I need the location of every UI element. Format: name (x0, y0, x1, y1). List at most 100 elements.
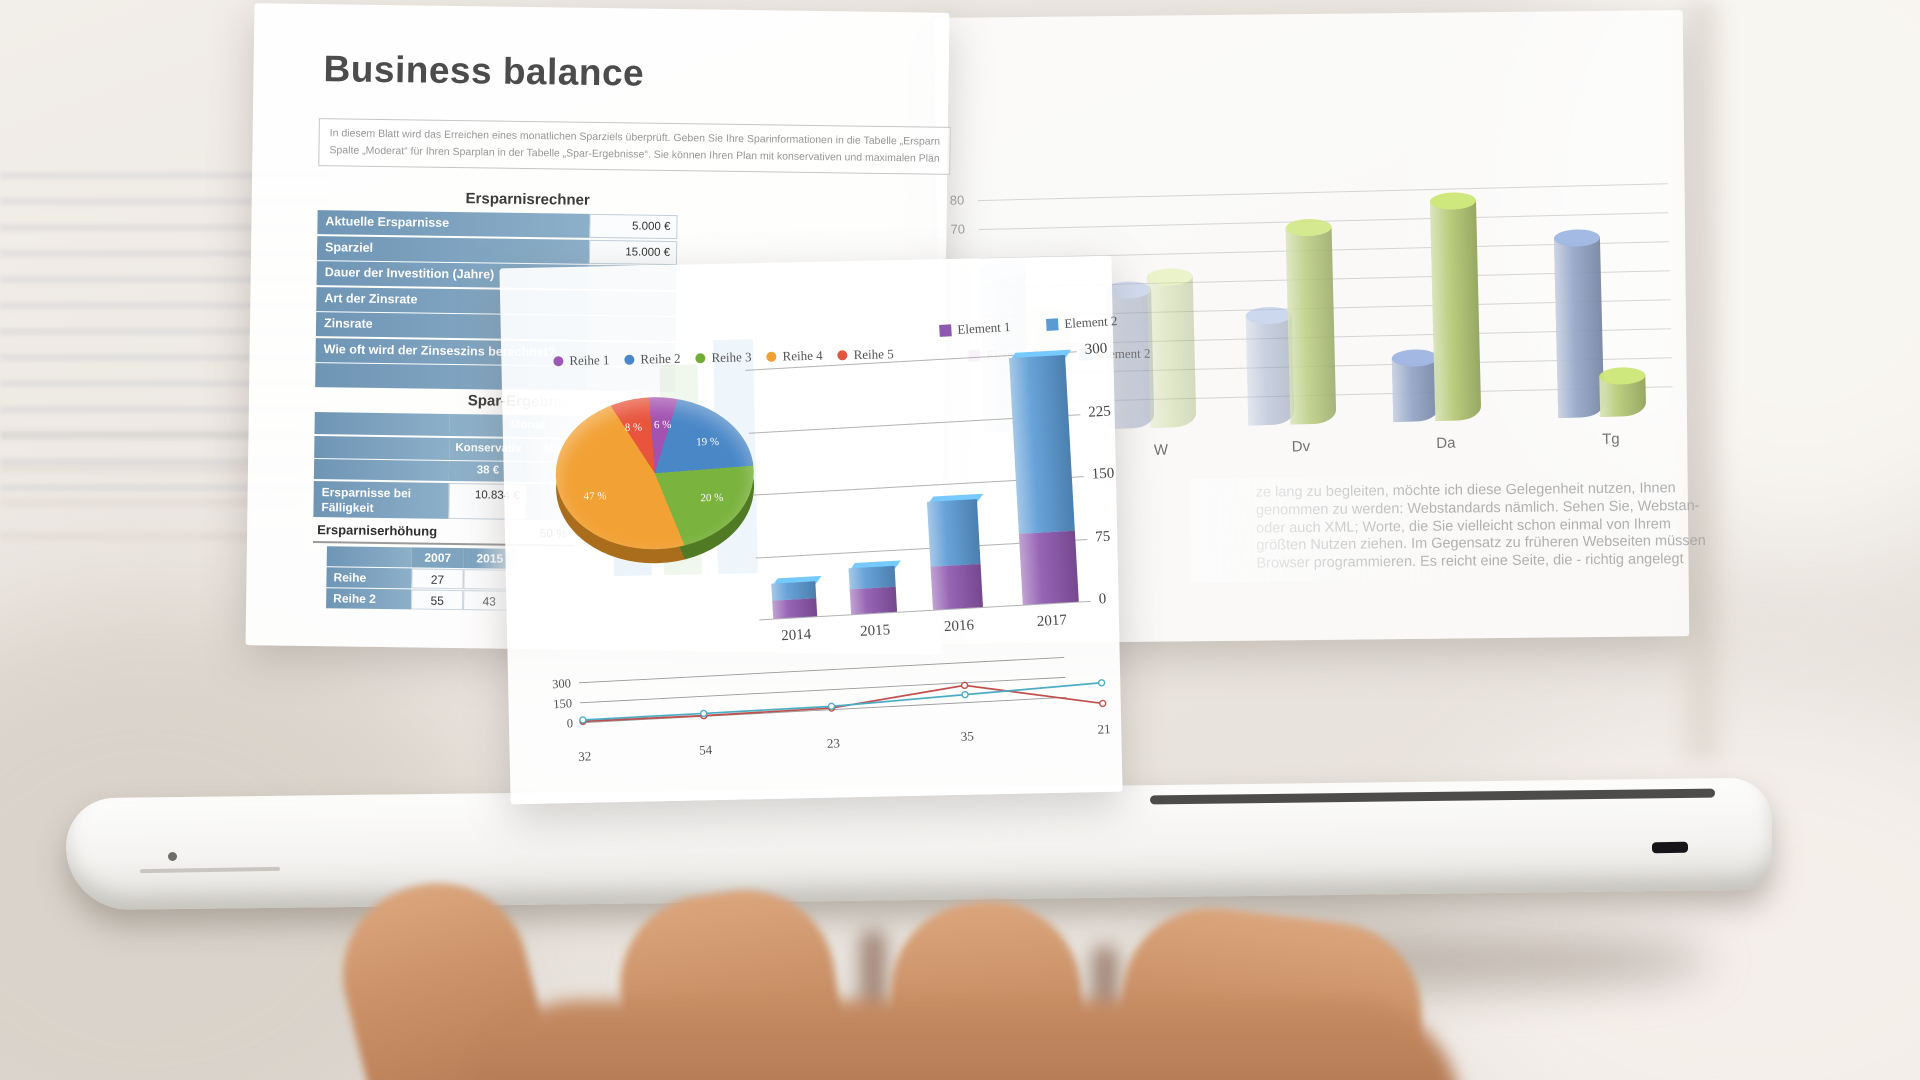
line-chart-ytick: 0 (566, 716, 573, 730)
line-point-marker (827, 702, 836, 711)
pie-slice-label: 6 % (653, 418, 672, 432)
charts-panel: Reihe 1 Reihe 2 Reihe 3 Reihe 4 Reihe 5 8 % 6… (499, 255, 1123, 805)
row-label (314, 435, 450, 460)
column-header: 2007 (411, 547, 464, 569)
bar-chart-ytick: 150 (1091, 465, 1115, 483)
pie-slice-label: 47 % (583, 490, 607, 503)
bar-chart-ytick: 225 (1087, 403, 1112, 421)
cylinder-body (1391, 357, 1440, 423)
legend-item: Reihe 3 (695, 349, 752, 366)
cylinder-body (1245, 314, 1295, 426)
bar-segment-element1 (930, 563, 983, 610)
line-chart-xtick: 32 (578, 748, 592, 764)
line-point-marker (960, 681, 969, 690)
bar-segment-element1 (849, 586, 898, 615)
stacked-bar-chart: Element 1 Element 2 0 75 150 225 300 2014 2015 2… (743, 299, 1130, 671)
line-point-marker (1097, 679, 1106, 687)
intro-text-box: In diesem Blatt wird das Erreichen eines… (318, 118, 951, 175)
cylinder-bar (1553, 229, 1605, 418)
cylinder-body (1553, 237, 1605, 418)
stacked-bar (1008, 349, 1079, 605)
row-label: Ersparnisse bei Fälligkeit (313, 480, 449, 519)
line-series (582, 681, 1102, 721)
legend-item: Element 1 (939, 319, 1011, 339)
legend-label: Reihe 1 (569, 352, 610, 369)
cylinder-bar (1245, 306, 1295, 426)
row-label: Aktuelle Ersparnisse (317, 210, 590, 238)
cylinder-category-label: W (1153, 441, 1169, 459)
line-point-marker (961, 690, 969, 699)
row-label: Ersparniserhöhung (317, 522, 438, 539)
legend-label: Reihe 2 (640, 350, 681, 367)
pie-slice-label: 8 % (624, 421, 643, 434)
line-series (582, 684, 1103, 723)
row-value: 27 (411, 568, 464, 590)
legend-label: Element 1 (957, 318, 1011, 337)
bar-chart-year-label: 2014 (780, 626, 812, 645)
cylinder-chart-gridline (977, 183, 1668, 202)
table-row: Aktuelle Ersparnisse 5.000 € (317, 210, 678, 240)
cylinder-bar (1429, 191, 1482, 421)
cylinder-bar (1391, 349, 1440, 423)
line-point-marker (579, 716, 587, 724)
cylinder-category-label: Tg (1601, 430, 1620, 448)
hand-palm (470, 1000, 1460, 1080)
row-label (313, 459, 450, 481)
cylinder-body (1285, 226, 1337, 425)
legend-label: Element 2 (1063, 313, 1118, 331)
legend-swatch-icon (624, 354, 635, 365)
line-point-marker (1099, 699, 1107, 708)
row-value: 15.000 € (588, 239, 678, 265)
legend-item: Reihe 2 (624, 350, 681, 368)
tablet-connector-port (1651, 841, 1689, 854)
bar-chart-year-label: 2015 (859, 622, 891, 640)
cylinder-bar (1599, 367, 1647, 417)
stacked-bar (771, 575, 822, 619)
line-chart-gridline (578, 656, 1065, 684)
row-label (326, 546, 412, 568)
line-chart-svg: 300 150 0 32 54 23 35 21 (552, 656, 1111, 764)
stacked-bar (926, 493, 984, 610)
bar-segment-element2 (848, 565, 896, 590)
line-chart-xtick: 21 (1097, 721, 1111, 737)
row-label (314, 412, 450, 436)
bar-chart-ytick: 75 (1094, 528, 1111, 546)
line-chart-xtick: 23 (827, 735, 841, 751)
stacked-bar (848, 560, 901, 615)
bar-chart-ytick: 0 (1098, 591, 1107, 608)
bar-segment-element2 (926, 498, 981, 567)
line-chart-ytick: 300 (552, 676, 571, 691)
row-value: 55 (411, 589, 464, 611)
page-title: Business balance (323, 48, 645, 94)
fade-overlay (1189, 476, 1451, 584)
line-chart-xtick: 54 (699, 742, 713, 758)
line-chart: 300 150 0 32 54 23 35 21 (534, 636, 1132, 789)
cylinder-category-label: Dv (1291, 438, 1311, 456)
cylinder-chart-ytick: 70 (950, 221, 966, 237)
line-chart-gridline (579, 676, 1066, 704)
cylinder-bar (1146, 268, 1197, 428)
cylinder-body (1429, 199, 1482, 421)
bar-chart-year-label: 2016 (943, 617, 975, 636)
chart-legend: Element 1 Element 2 (939, 313, 1118, 339)
line-chart-ytick: 150 (553, 696, 572, 711)
stacked-bar-plot: 0 75 150 225 300 2014 2015 2016 2017 (745, 341, 1130, 671)
table-row: Sparziel 15.000 € (316, 235, 678, 265)
cylinder-bar (1285, 218, 1337, 425)
legend-swatch-icon (695, 353, 706, 364)
cylinder-chart-ytick: 80 (949, 192, 965, 208)
row-label: Reihe (326, 567, 412, 589)
bar-chart-ytick: 300 (1084, 340, 1108, 358)
line-point-marker (699, 709, 708, 718)
legend-item: Reihe 1 (553, 352, 610, 369)
cylinder-category-label: Da (1436, 434, 1456, 452)
tablet-camera-icon (168, 852, 177, 861)
legend-swatch-icon (939, 324, 952, 337)
pie-slice-label: 19 % (696, 436, 720, 449)
bar-segment-element1 (772, 597, 818, 619)
bar-segment-element2 (1009, 354, 1075, 534)
legend-swatch-icon (1046, 318, 1059, 331)
calculator-table-heading: Ersparnisrechner (465, 190, 590, 209)
row-label: Reihe 2 (326, 588, 412, 610)
